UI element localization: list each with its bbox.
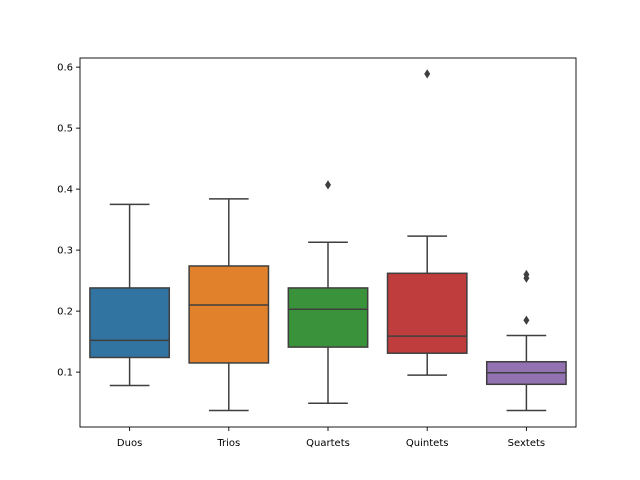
- box-group-quintets: [386, 69, 468, 376]
- axes: 0.1 0.2 0.3 0.4 0.5 0.6 Duos Trios Quartets Quint…: [57, 57, 577, 449]
- x-tick-label-duos: Duos: [117, 438, 142, 449]
- x-tick-label-quintets: Quintets: [406, 438, 449, 449]
- x-tick-label-trios: Trios: [216, 438, 240, 449]
- outlier-sextets-1: [523, 315, 530, 325]
- y-tick-label: 0.3: [57, 246, 73, 257]
- box-group-duos: [89, 203, 171, 387]
- box-group-trios: [188, 198, 270, 412]
- plot-area: [89, 69, 567, 412]
- box-group-quartets: [287, 180, 369, 404]
- box-quartets: [287, 287, 369, 348]
- x-tick-label-sextets: Sextets: [508, 438, 545, 449]
- x-tick-label-quartets: Quartets: [306, 438, 350, 449]
- box-group-sextets: [485, 269, 567, 412]
- outlier-quintets-1: [424, 69, 431, 79]
- y-tick-label: 0.4: [57, 185, 73, 196]
- outlier-sextets-3: [523, 269, 530, 280]
- box-duos: [89, 287, 171, 359]
- y-tick-label: 0.6: [57, 63, 73, 74]
- y-tick-label: 0.1: [57, 368, 73, 379]
- box-quintets: [386, 272, 468, 354]
- outlier-quartets-1: [325, 180, 331, 190]
- y-tick-label: 0.5: [57, 124, 73, 135]
- y-tick-label: 0.2: [57, 307, 73, 318]
- box-trios: [188, 265, 270, 364]
